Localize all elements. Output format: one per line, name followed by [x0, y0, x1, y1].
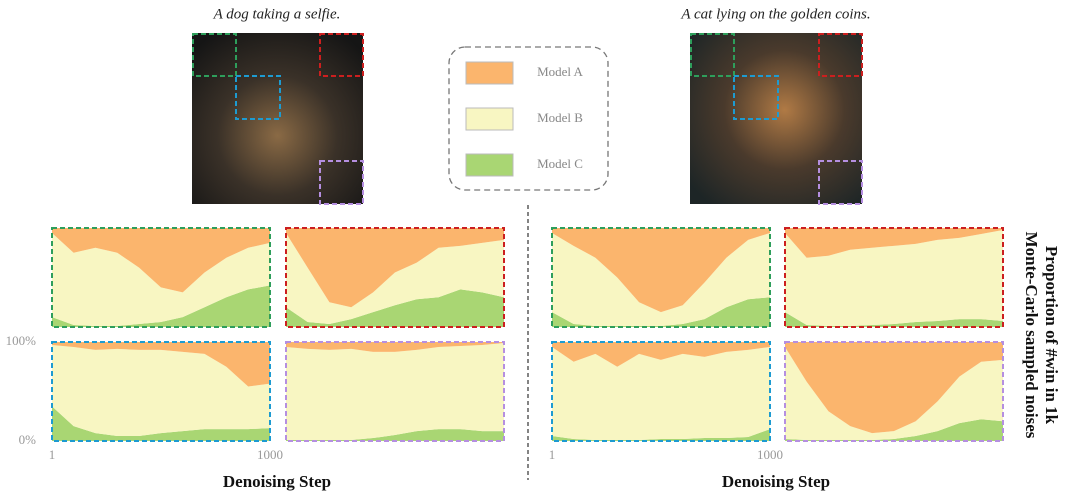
x-axis-label: Denoising Step	[722, 472, 830, 491]
y-axis-label: Proportion of #win in 1k	[1042, 246, 1061, 425]
area	[286, 232, 504, 325]
area	[552, 232, 770, 327]
area	[785, 342, 1003, 434]
area	[286, 342, 504, 352]
panel-border	[51, 227, 271, 328]
legend-swatch	[465, 153, 514, 177]
area	[552, 297, 770, 327]
x-axis-label: Denoising Step	[223, 472, 331, 491]
panel-border	[551, 341, 771, 442]
area	[52, 406, 270, 441]
x-tick-label: 1000	[757, 447, 783, 462]
area	[785, 346, 1003, 441]
caption: A dog taking a selfie.	[213, 6, 341, 22]
area	[552, 342, 770, 367]
panel-border	[285, 341, 505, 442]
area	[286, 228, 504, 308]
y-tick-label: 100%	[6, 333, 37, 348]
area	[286, 342, 504, 441]
area	[286, 289, 504, 327]
area	[785, 229, 1003, 327]
area	[286, 429, 504, 441]
area	[785, 228, 1003, 258]
panel-border	[551, 227, 771, 328]
x-tick-label: 1	[49, 447, 56, 462]
area	[52, 344, 270, 437]
legend-label: Model C	[537, 156, 583, 171]
legend-swatch	[465, 107, 514, 131]
legend-swatch	[465, 61, 514, 85]
panel-border	[784, 341, 1004, 442]
x-tick-label: 1	[549, 447, 556, 462]
area	[52, 285, 270, 327]
panel-border	[784, 227, 1004, 328]
legend-label: Model A	[537, 64, 583, 79]
area	[52, 342, 270, 387]
area	[785, 312, 1003, 327]
legend-frame	[448, 46, 609, 191]
area	[52, 232, 270, 327]
y-tick-label: 0%	[19, 432, 37, 447]
panel-border	[51, 341, 271, 442]
image-placeholder	[690, 33, 863, 205]
area	[552, 228, 770, 313]
legend-label: Model B	[537, 110, 583, 125]
image-placeholder	[192, 33, 364, 205]
panel-border	[285, 227, 505, 328]
x-tick-label: 1000	[257, 447, 283, 462]
caption: A cat lying on the golden coins.	[680, 6, 870, 22]
area	[552, 346, 770, 441]
area	[785, 419, 1003, 441]
area	[52, 228, 270, 293]
y-axis-label: Monte-Carlo sampled noises	[1022, 232, 1041, 439]
